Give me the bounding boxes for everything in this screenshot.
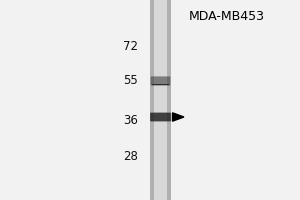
FancyBboxPatch shape <box>150 113 171 121</box>
FancyBboxPatch shape <box>151 76 170 86</box>
Bar <box>152 84 169 85</box>
Bar <box>152 84 169 85</box>
Bar <box>152 84 169 85</box>
Bar <box>152 84 169 85</box>
Bar <box>152 84 169 85</box>
Bar <box>152 84 169 85</box>
Text: 36: 36 <box>123 114 138 127</box>
Bar <box>150 0 171 200</box>
Bar <box>154 0 167 200</box>
Text: 28: 28 <box>123 150 138 162</box>
Text: MDA-MB453: MDA-MB453 <box>188 10 265 23</box>
Text: 72: 72 <box>123 40 138 52</box>
Bar <box>152 84 169 85</box>
Bar <box>152 84 169 85</box>
Bar <box>152 84 169 85</box>
Bar <box>152 84 169 85</box>
Bar <box>152 84 169 85</box>
Polygon shape <box>172 113 184 121</box>
Bar <box>152 84 169 85</box>
Bar <box>152 84 169 85</box>
Bar <box>152 84 169 85</box>
Bar <box>152 84 169 85</box>
Text: 55: 55 <box>123 73 138 86</box>
